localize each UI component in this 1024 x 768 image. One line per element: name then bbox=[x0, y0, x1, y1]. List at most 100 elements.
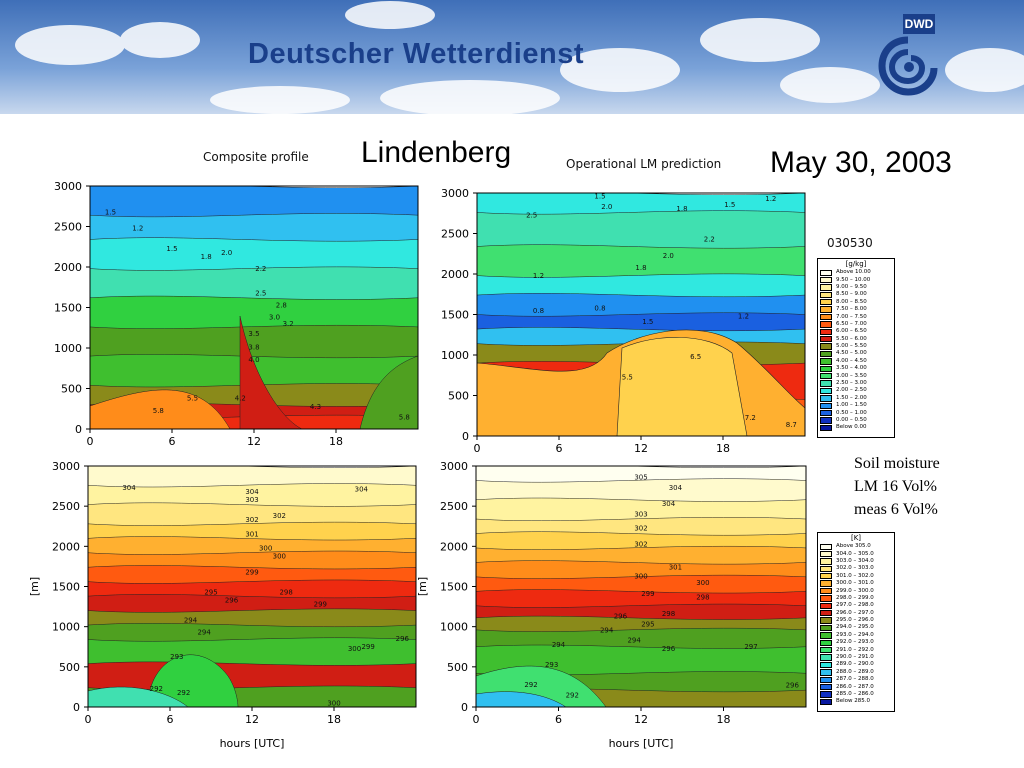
legend-swatch bbox=[820, 617, 832, 624]
contour-label: 299 bbox=[245, 568, 258, 576]
run-id: 030530 bbox=[827, 236, 873, 250]
legend-label: 6.50 – 7.00 bbox=[836, 320, 867, 327]
legend-label: 7.50 – 8.00 bbox=[836, 306, 867, 313]
contour-label: 292 bbox=[566, 691, 579, 699]
y-tick-label: 2000 bbox=[440, 540, 468, 553]
y-tick-label: 2000 bbox=[441, 268, 469, 281]
y-tick-label: 1500 bbox=[440, 581, 468, 594]
legend-row: Below 0.00 bbox=[818, 424, 894, 432]
contour-label: 299 bbox=[314, 601, 327, 609]
contour-label: 295 bbox=[204, 589, 217, 597]
legend-label: 1.00 – 1.50 bbox=[836, 402, 867, 409]
contour-label: 7.2 bbox=[745, 414, 756, 422]
legend-row: Above 305.0 bbox=[818, 543, 894, 550]
legend-label: 297.0 – 298.0 bbox=[836, 602, 874, 609]
x-tick-label: 18 bbox=[329, 435, 343, 448]
legend-label: 0.50 – 1.00 bbox=[836, 409, 867, 416]
y-tick-label: 2500 bbox=[441, 228, 469, 241]
contour-region bbox=[616, 337, 748, 436]
x-tick-label: 12 bbox=[634, 713, 648, 726]
legend-label: 9.50 – 10.00 bbox=[836, 276, 871, 283]
legend-row: 304.0 – 305.0 bbox=[818, 550, 894, 558]
legend-row: 303.0 – 304.0 bbox=[818, 558, 894, 565]
contour-label: 1.5 bbox=[724, 201, 735, 209]
y-tick-label: 500 bbox=[448, 390, 469, 403]
contour-label: 1.8 bbox=[676, 205, 687, 213]
contour-label: 298 bbox=[662, 610, 675, 618]
legend-swatch bbox=[820, 343, 832, 350]
legend-label: 303.0 – 304.0 bbox=[836, 557, 874, 564]
legend-swatch bbox=[820, 573, 832, 580]
contour-label: 4.3 bbox=[310, 403, 321, 411]
contour-label: 298 bbox=[696, 593, 709, 601]
contour-label: 4.2 bbox=[235, 395, 246, 403]
temperature-legend-unit: [K] bbox=[850, 534, 862, 542]
legend-row: 0.50 – 1.00 bbox=[818, 409, 894, 417]
x-tick-label: 6 bbox=[167, 713, 174, 726]
contour-label: 292 bbox=[150, 685, 163, 693]
legend-row: 5.50 – 6.00 bbox=[818, 336, 894, 343]
contour-label: 300 bbox=[273, 552, 286, 560]
y-tick-label: 3000 bbox=[441, 187, 469, 200]
legend-label: 5.50 – 6.00 bbox=[836, 335, 867, 342]
legend-swatch bbox=[820, 350, 832, 358]
contour-label: 1.5 bbox=[105, 208, 116, 216]
legend-label: 2.00 – 2.50 bbox=[836, 387, 867, 394]
x-tick-label: 12 bbox=[245, 713, 259, 726]
contour-label: 2.5 bbox=[526, 211, 537, 219]
contour-label: 301 bbox=[669, 564, 682, 572]
legend-row: 6.50 – 7.00 bbox=[818, 321, 894, 328]
contour-label: 304 bbox=[669, 484, 683, 492]
legend-swatch bbox=[820, 269, 832, 276]
legend-label: 287.0 – 288.0 bbox=[836, 676, 874, 683]
legend-row: 285.0 – 286.0 bbox=[818, 691, 894, 698]
contour-label: 294 bbox=[552, 641, 566, 649]
legend-row: 3.50 – 4.00 bbox=[818, 365, 894, 372]
x-tick-label: 0 bbox=[85, 713, 92, 726]
legend-row: 287.0 – 288.0 bbox=[818, 676, 894, 683]
legend-label: 4.50 – 5.00 bbox=[836, 350, 867, 357]
legend-swatch bbox=[820, 550, 832, 558]
legend-label: 302.0 – 303.0 bbox=[836, 565, 874, 572]
y-tick-label: 0 bbox=[462, 430, 469, 443]
legend-row: 9.00 – 9.50 bbox=[818, 284, 894, 291]
contour-label: 301 bbox=[245, 531, 258, 539]
legend-row: 3.00 – 3.50 bbox=[818, 372, 894, 380]
contour-label: 4.0 bbox=[248, 356, 259, 364]
contour-label: 0.8 bbox=[533, 307, 544, 315]
legend-row: 6.00 – 6.50 bbox=[818, 328, 894, 336]
legend-swatch bbox=[820, 661, 832, 669]
station-title: Lindenberg bbox=[361, 136, 512, 169]
contour-label: 1.8 bbox=[201, 253, 212, 261]
legend-swatch bbox=[820, 276, 832, 284]
contour-label: 8.7 bbox=[786, 421, 797, 429]
contour-label: 302 bbox=[634, 524, 647, 532]
legend-label: 4.00 – 4.50 bbox=[836, 357, 867, 364]
contour-label: 2.0 bbox=[601, 203, 612, 211]
contour-region bbox=[476, 691, 567, 707]
legend-label: 6.00 – 6.50 bbox=[836, 328, 867, 335]
y-tick-label: 2500 bbox=[440, 500, 468, 513]
y-tick-label: 1000 bbox=[54, 342, 82, 355]
x-tick-label: 12 bbox=[634, 442, 648, 455]
humidity-legend-unit: [g/kg] bbox=[845, 260, 867, 268]
legend-label: 300.0 – 301.0 bbox=[836, 580, 874, 587]
x-tick-label: 0 bbox=[474, 442, 481, 455]
note-line-3: meas 6 Vol% bbox=[854, 501, 938, 518]
y-tick-label: 0 bbox=[73, 701, 80, 714]
legend-swatch bbox=[820, 387, 832, 395]
y-tick-label: 1500 bbox=[52, 581, 80, 594]
dwd-logo-text: DWD bbox=[903, 14, 935, 34]
legend-swatch bbox=[820, 409, 832, 417]
y-tick-label: 2000 bbox=[54, 261, 82, 274]
legend-swatch bbox=[820, 372, 832, 380]
legend-swatch bbox=[820, 424, 832, 432]
legend-swatch bbox=[820, 580, 832, 587]
legend-swatch bbox=[820, 646, 832, 654]
legend-label: 8.50 – 9.00 bbox=[836, 291, 867, 298]
contour-region bbox=[88, 686, 189, 707]
contour-label: 5.5 bbox=[187, 395, 198, 403]
note-line-2: LM 16 Vol% bbox=[854, 478, 937, 495]
contour-label: 1.5 bbox=[642, 318, 653, 326]
contour-label: 293 bbox=[170, 653, 183, 661]
